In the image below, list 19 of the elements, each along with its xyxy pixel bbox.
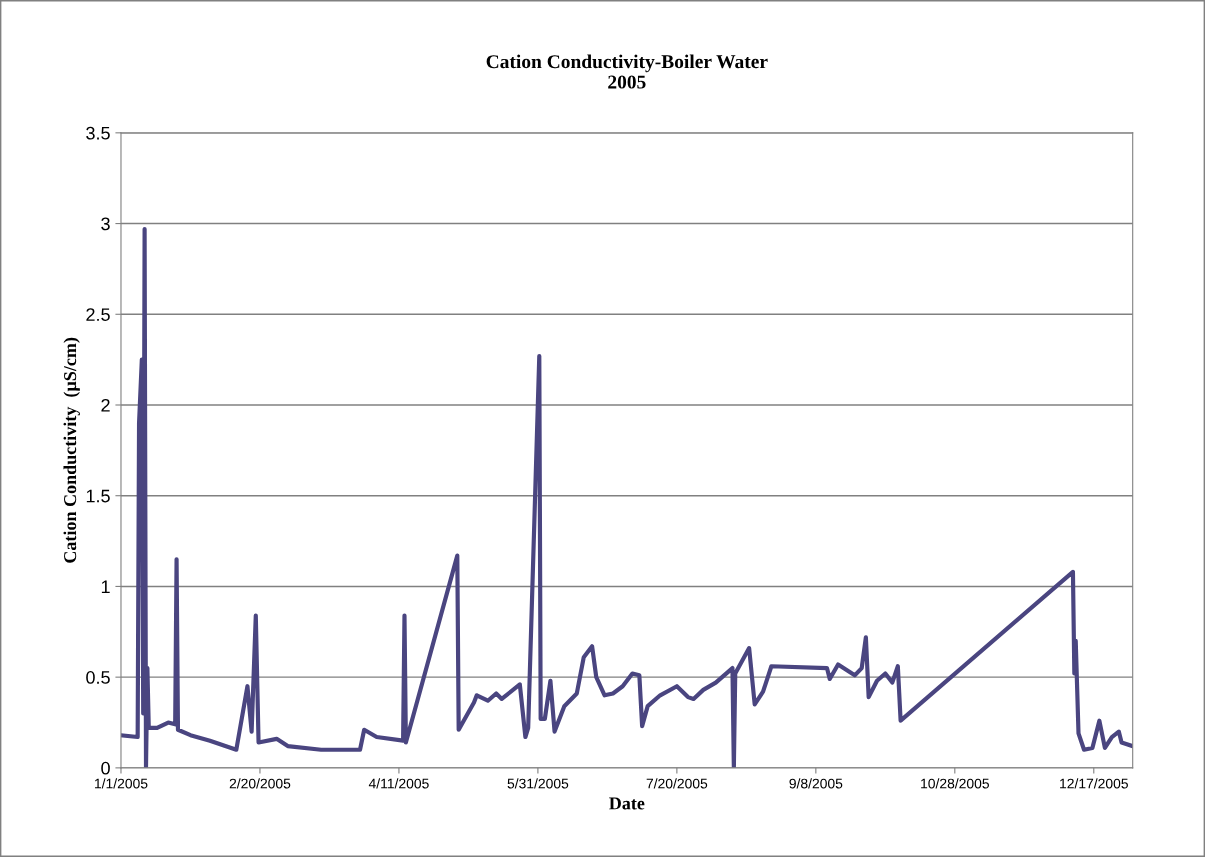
x-tick-label: 10/28/2005 xyxy=(921,778,989,789)
y-tick-label: 2 xyxy=(101,398,110,412)
y-tick-label: 1.5 xyxy=(86,489,110,503)
x-tick-label: 2/20/2005 xyxy=(229,778,291,789)
chart-title: Cation Conductivity-Boiler Water 2005 xyxy=(486,54,768,89)
x-tick-label: 7/20/2005 xyxy=(646,778,708,789)
y-tick-label: 0 xyxy=(101,761,110,775)
y-axis-title: Cation Conductivity (µS/cm) xyxy=(63,337,80,563)
x-axis-title: Date xyxy=(609,797,645,810)
x-tick-label: 1/1/2005 xyxy=(95,778,148,789)
y-tick-label: 2.5 xyxy=(86,308,110,321)
y-tick-label: 0.5 xyxy=(86,671,110,684)
x-tick-label: 4/11/2005 xyxy=(368,778,429,789)
x-tick-label: 12/17/2005 xyxy=(1060,778,1128,789)
y-tick-label: 1 xyxy=(101,580,110,593)
y-tick-label: 3 xyxy=(101,217,110,231)
y-tick-label: 3.5 xyxy=(86,126,110,140)
x-tick-label: 9/8/2005 xyxy=(789,778,843,789)
x-tick-label: 5/31/2005 xyxy=(507,778,569,789)
